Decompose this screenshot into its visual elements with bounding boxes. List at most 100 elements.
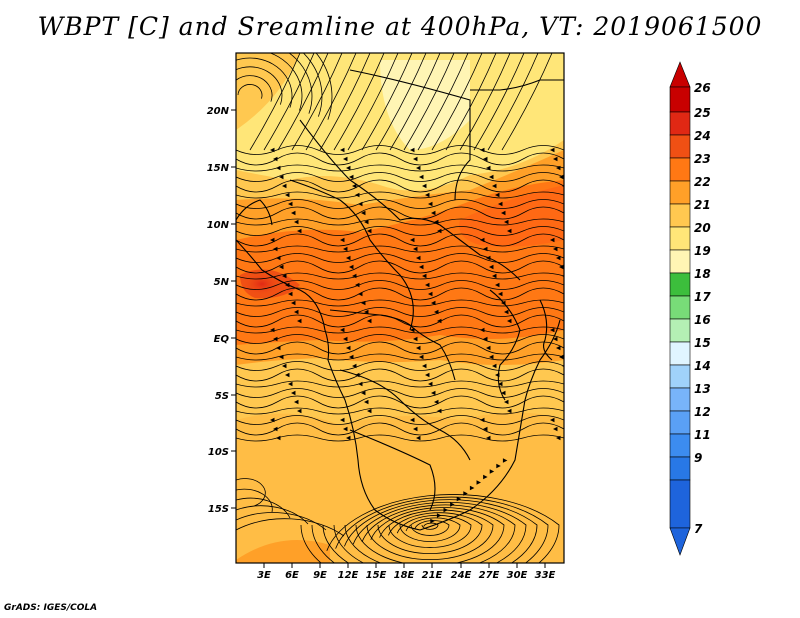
streamline-arrow xyxy=(416,345,421,351)
colorbar-swatch-below-7 xyxy=(669,479,691,529)
streamline-arrow xyxy=(483,474,488,480)
streamline-arrow xyxy=(495,192,500,198)
lon-axis: 3E 6E 9E 12E 15E 18E 21E 24E 27E 30E 33E xyxy=(257,563,556,581)
streamline-arrow xyxy=(486,435,491,441)
colorbar-label-9: 9 xyxy=(694,451,702,465)
colorbar-swatch-24-25 xyxy=(669,111,691,136)
streamline-arrow xyxy=(463,491,468,496)
streamline xyxy=(302,53,323,117)
colorbar-label-16: 16 xyxy=(694,313,711,327)
streamline-arrow xyxy=(556,255,561,261)
streamline xyxy=(375,53,427,151)
colorbar-swatch-16-17 xyxy=(669,295,691,320)
streamline-arrow xyxy=(565,373,569,377)
streamline-arrow xyxy=(571,301,575,305)
streamline-arrow xyxy=(346,165,351,171)
streamline-arrow xyxy=(550,237,555,243)
streamline xyxy=(236,145,564,155)
streamline xyxy=(236,280,564,290)
streamline xyxy=(249,53,301,151)
streamline xyxy=(269,53,303,111)
streamline-arrow xyxy=(343,426,348,432)
streamline-arrow xyxy=(349,264,354,270)
lake xyxy=(539,299,553,361)
lon-tick-24e: 24E xyxy=(451,570,472,581)
streamline-arrow xyxy=(340,237,345,243)
colorbar-label-13: 13 xyxy=(694,382,711,396)
streamline xyxy=(431,53,483,151)
streamline-arrow xyxy=(422,183,427,189)
streamline-arrow xyxy=(568,382,572,386)
streamline-arrow xyxy=(349,354,354,360)
streamline-arrow xyxy=(556,435,561,441)
streamline xyxy=(277,53,329,151)
streamline xyxy=(236,172,564,182)
streamline-arrow xyxy=(498,291,503,297)
colorbar-swatch-25-26 xyxy=(669,86,691,113)
lon-tick-27e: 27E xyxy=(479,570,500,581)
colorbar-swatch-22-23 xyxy=(669,157,691,182)
streamline-arrow xyxy=(288,381,293,387)
colorbar-label-21: 21 xyxy=(694,198,711,212)
streamline-arrow xyxy=(556,165,561,171)
streamline-arrow xyxy=(550,147,555,153)
streamline-arrow xyxy=(410,417,415,423)
streamline xyxy=(347,53,399,151)
streamline-arrow xyxy=(496,463,501,469)
streamline-arrow xyxy=(565,283,569,287)
streamline-arrow xyxy=(358,381,363,387)
streamline-arrow xyxy=(270,237,275,243)
streamline-arrow xyxy=(343,246,348,252)
streamline-arrow xyxy=(434,309,439,315)
colorbar-swatch-21-22 xyxy=(669,180,691,205)
streamline-arrow xyxy=(492,183,497,189)
streamline-arrow xyxy=(428,201,433,207)
streamline-arrow xyxy=(437,408,442,414)
colorbar-swatch-23-24 xyxy=(669,134,691,159)
streamline-arrow xyxy=(489,469,495,474)
streamline-arrow xyxy=(288,291,293,297)
colorbar-swatch-19-20 xyxy=(669,226,691,251)
streamline xyxy=(236,152,564,166)
streamline-arrow xyxy=(340,417,345,423)
streamline-arrow xyxy=(282,183,287,189)
border-3 xyxy=(289,179,414,331)
streamline xyxy=(236,199,564,209)
streamline-arrow xyxy=(291,210,296,216)
streamline-arrow xyxy=(413,336,418,342)
streamline xyxy=(236,287,564,301)
streamline-arrow xyxy=(276,165,281,171)
streamline-arrow xyxy=(282,273,287,279)
streamline xyxy=(311,496,549,563)
streamline-arrow xyxy=(486,165,491,171)
streamline xyxy=(236,512,327,531)
streamline xyxy=(459,53,511,151)
streamline-arrow xyxy=(501,210,506,216)
streamline-arrow xyxy=(413,246,418,252)
streamline-arrow xyxy=(483,156,488,162)
streamline-arrow xyxy=(443,507,448,513)
streamline-arrow xyxy=(282,363,287,369)
border-5 xyxy=(339,369,471,461)
streamline xyxy=(236,218,564,226)
streamline-arrow xyxy=(361,300,366,306)
streamline xyxy=(322,499,538,563)
wbpt-shading xyxy=(236,53,564,563)
streamline-arrow xyxy=(577,229,581,233)
streamline-arrow xyxy=(483,336,488,342)
streamline-arrow xyxy=(428,381,433,387)
streamline-arrow xyxy=(346,345,351,351)
streamline-arrow xyxy=(489,354,494,360)
streamline-arrow xyxy=(291,300,296,306)
streamline xyxy=(236,179,564,193)
colorbar-label-15: 15 xyxy=(694,336,711,350)
streamline-arrow xyxy=(550,417,555,423)
streamline-arrow xyxy=(416,435,421,441)
streamline-arrow xyxy=(436,513,442,518)
streamline-arrow xyxy=(413,156,418,162)
streamline-arrow xyxy=(273,246,278,252)
colorbar-swatch-14-15 xyxy=(669,341,691,366)
streamline-arrow xyxy=(416,165,421,171)
colorbar-label-26: 26 xyxy=(694,81,711,95)
streamline-arrow xyxy=(294,309,299,315)
